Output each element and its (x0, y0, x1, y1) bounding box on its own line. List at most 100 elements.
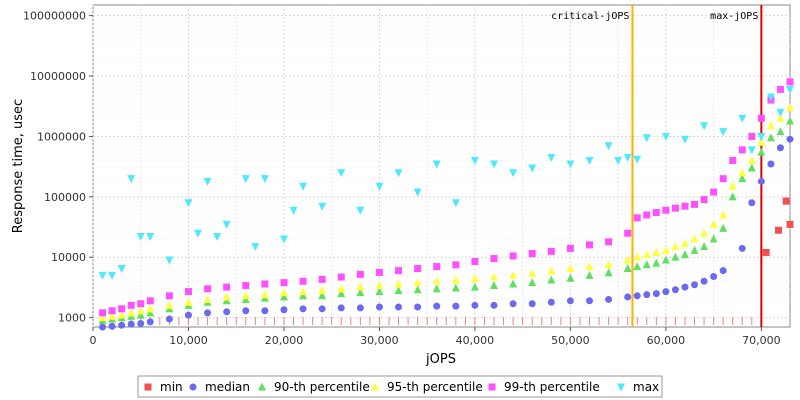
data-point (633, 155, 642, 164)
data-point (624, 293, 632, 301)
data-point (204, 309, 212, 317)
data-point (337, 289, 346, 298)
data-point (413, 285, 422, 294)
data-point (671, 204, 679, 212)
data-point (299, 291, 308, 300)
data-point (709, 219, 718, 228)
data-point (299, 287, 308, 296)
data-point (470, 274, 479, 283)
data-point (671, 286, 679, 294)
data-point (691, 281, 699, 289)
data-point (585, 156, 594, 165)
data-point (643, 291, 651, 299)
x-axis-title: jOPS (425, 352, 456, 367)
data-point (671, 252, 680, 261)
data-point (375, 182, 384, 191)
data-point (184, 297, 193, 306)
data-point (690, 234, 699, 243)
data-point (767, 160, 775, 168)
data-point (528, 268, 537, 277)
data-point (394, 286, 403, 295)
data-point (786, 220, 794, 228)
data-point (585, 297, 593, 305)
legend-label: 90-th percentile (274, 380, 370, 394)
y-tick-label: 1000 (58, 312, 86, 325)
data-point (747, 155, 756, 164)
data-point (261, 307, 269, 315)
data-point (279, 292, 288, 301)
data-point (470, 156, 479, 165)
data-point (452, 261, 460, 269)
data-point (356, 270, 364, 278)
data-point (633, 292, 641, 300)
data-point (757, 137, 766, 146)
data-point (786, 78, 794, 86)
data-point (299, 277, 307, 285)
data-point (719, 267, 727, 275)
data-point (605, 295, 613, 303)
data-point (776, 144, 784, 152)
data-point (337, 304, 345, 312)
data-point (356, 282, 365, 291)
data-point (137, 300, 145, 308)
data-point (509, 300, 517, 308)
data-point (633, 214, 641, 222)
data-point (146, 304, 155, 313)
data-point (509, 169, 518, 178)
data-point (642, 260, 651, 269)
data-series (98, 78, 794, 331)
data-point (624, 229, 632, 237)
data-point (509, 252, 517, 260)
data-point (710, 272, 718, 280)
data-point (604, 260, 613, 269)
legend-label: min (160, 380, 183, 394)
y-tick-label: 100000000 (23, 10, 86, 23)
data-point (318, 275, 326, 283)
data-point (748, 132, 756, 140)
min-baseline-ticks (102, 317, 753, 325)
data-point (566, 160, 575, 169)
data-point (108, 322, 116, 330)
legend-item: min (144, 380, 183, 394)
x-tick-label: 40,000 (456, 334, 495, 347)
data-point (566, 244, 574, 252)
x-tick-label: 0 (90, 334, 97, 347)
data-point (375, 303, 383, 311)
data-point (719, 223, 728, 232)
data-point (318, 291, 327, 300)
legend: min median 90-th percentile 95-th percentil… (137, 375, 663, 398)
data-point (251, 243, 260, 252)
data-point (432, 160, 441, 169)
data-point (432, 276, 441, 285)
data-point (585, 241, 593, 249)
data-point (762, 248, 770, 256)
data-point (782, 197, 790, 205)
data-point (642, 134, 651, 143)
data-point (146, 297, 154, 305)
data-point (127, 301, 135, 309)
data-point (223, 308, 231, 316)
data-point (728, 181, 737, 190)
data-point (395, 267, 403, 275)
x-tick-label: 20,000 (265, 334, 304, 347)
data-point (337, 169, 346, 178)
data-point (413, 278, 422, 287)
data-point (528, 164, 537, 173)
data-point (700, 122, 709, 131)
data-point (318, 305, 326, 313)
data-point (680, 250, 689, 259)
data-point (165, 300, 174, 309)
data-point (127, 308, 136, 317)
data-point (617, 383, 625, 392)
data-point (766, 121, 775, 130)
data-point (652, 209, 660, 217)
data-point (108, 311, 117, 320)
data-point (700, 196, 708, 204)
data-point (414, 265, 422, 273)
legend-label: 95-th percentile (387, 380, 483, 394)
data-point (299, 305, 307, 313)
data-point (614, 156, 623, 165)
data-point (127, 320, 135, 328)
data-point (136, 233, 145, 242)
